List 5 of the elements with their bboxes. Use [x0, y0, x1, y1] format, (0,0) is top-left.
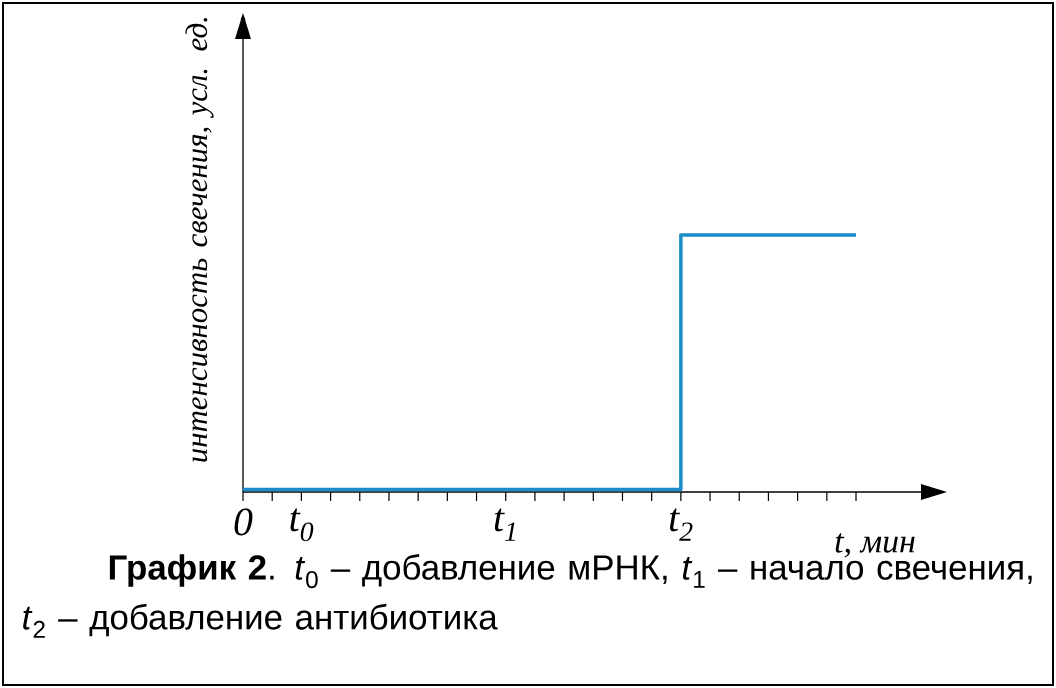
x-tick-label: t$_{2}$	[669, 508, 693, 541]
x-tick-label: 0	[234, 508, 253, 536]
y-axis-title: интенсивность свечения, усл. ед.	[185, 17, 214, 462]
x-tick-label: t$_{0}$	[290, 508, 314, 542]
x-tick-label: t$_{1}$	[494, 508, 515, 541]
